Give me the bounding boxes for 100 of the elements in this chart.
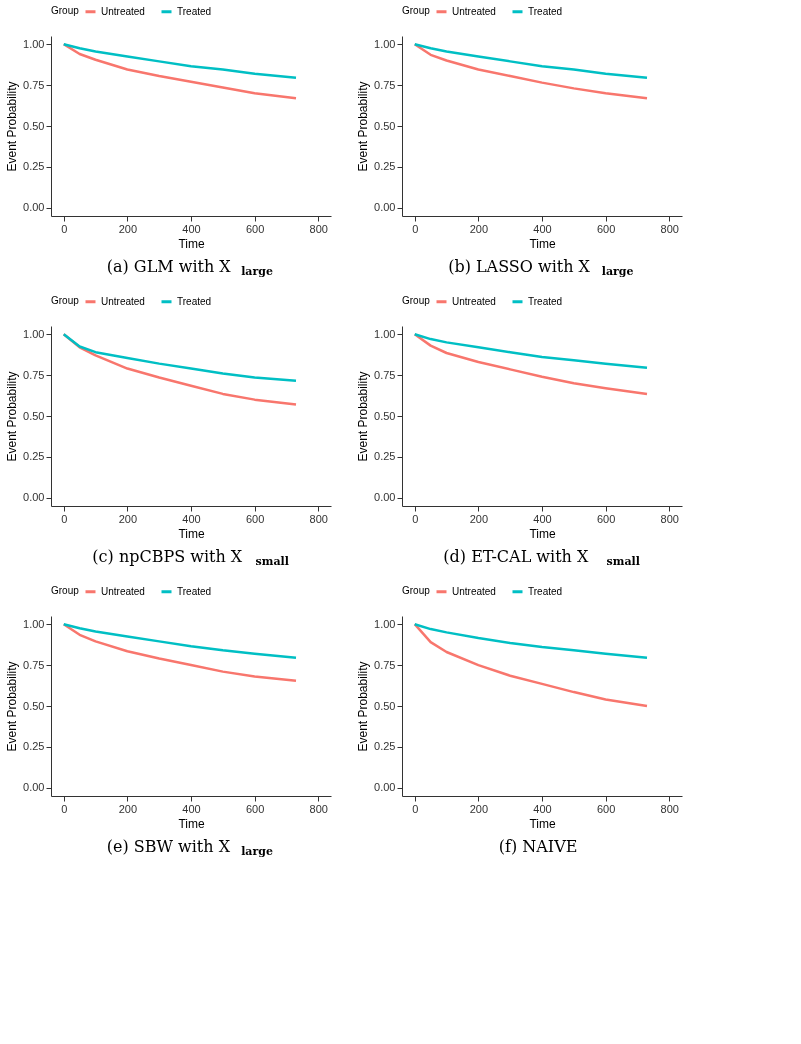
y-tick-label: 0.25 bbox=[374, 160, 396, 173]
x-axis-title: Time bbox=[529, 236, 556, 251]
legend-label: Untreated bbox=[452, 295, 496, 307]
x-tick-label: 400 bbox=[182, 512, 201, 525]
y-tick-label: 0.75 bbox=[374, 658, 396, 671]
line-series bbox=[62, 42, 298, 100]
y-tick-label: 0.75 bbox=[374, 368, 396, 381]
legend-label: Treated bbox=[177, 585, 212, 597]
x-tick-label: 200 bbox=[118, 802, 138, 815]
x-tick-label: 800 bbox=[309, 222, 328, 235]
x-tick-label: 600 bbox=[596, 512, 616, 525]
y-tick-label: 0.25 bbox=[374, 740, 396, 753]
y-tick-label: 0.25 bbox=[374, 450, 396, 463]
y-tick-label: 0.00 bbox=[23, 201, 45, 214]
y-axis-title: Event Probability bbox=[356, 81, 371, 172]
legend-label: Untreated bbox=[452, 5, 496, 17]
y-axis-title: Event Probability bbox=[356, 371, 371, 462]
x-tick-label: 200 bbox=[469, 512, 489, 525]
legend-label: Untreated bbox=[101, 295, 145, 307]
x-tick-label: 800 bbox=[660, 222, 679, 235]
x-tick-label: 0 bbox=[61, 222, 68, 235]
x-tick-label: 0 bbox=[412, 512, 419, 525]
line-series bbox=[413, 332, 649, 396]
legend-label: Treated bbox=[528, 585, 563, 597]
x-tick-label: 800 bbox=[660, 512, 679, 525]
x-tick-label: 400 bbox=[533, 802, 552, 815]
legend-title: Group bbox=[51, 5, 80, 16]
x-axis-title: Time bbox=[178, 816, 205, 831]
legend-label: Untreated bbox=[101, 5, 145, 17]
y-tick-label: 1.00 bbox=[374, 327, 396, 340]
y-tick-label: 1.00 bbox=[23, 617, 45, 630]
legend-title: Group bbox=[402, 295, 431, 306]
x-tick-label: 200 bbox=[118, 512, 138, 525]
y-tick-label: 1.00 bbox=[23, 327, 45, 340]
legend-title: Group bbox=[51, 585, 80, 596]
legend-label: Treated bbox=[177, 295, 212, 307]
y-tick-label: 0.00 bbox=[23, 491, 45, 504]
y-tick-label: 0.50 bbox=[23, 409, 45, 422]
line-series bbox=[413, 622, 649, 708]
y-tick-label: 0.00 bbox=[374, 491, 396, 504]
x-tick-label: 800 bbox=[660, 802, 679, 815]
legend-title: Group bbox=[402, 585, 431, 596]
x-axis-title: Time bbox=[178, 526, 205, 541]
line-series bbox=[62, 622, 298, 682]
y-tick-label: 0.75 bbox=[23, 78, 45, 91]
y-tick-label: 0.00 bbox=[23, 781, 45, 794]
x-tick-label: 400 bbox=[182, 802, 201, 815]
y-tick-label: 1.00 bbox=[374, 617, 396, 630]
y-tick-label: 0.25 bbox=[23, 160, 45, 173]
x-tick-label: 800 bbox=[309, 512, 328, 525]
y-tick-label: 0.25 bbox=[23, 740, 45, 753]
line-series bbox=[62, 332, 298, 383]
y-axis-title: Event Probability bbox=[356, 661, 371, 752]
y-tick-label: 0.50 bbox=[374, 119, 396, 132]
x-tick-label: 200 bbox=[469, 802, 489, 815]
y-axis-title: Event Probability bbox=[5, 661, 20, 752]
line-series bbox=[413, 332, 649, 369]
x-tick-label: 200 bbox=[469, 222, 489, 235]
text: (f) NAIVE bbox=[498, 837, 578, 856]
y-tick-label: 0.00 bbox=[374, 781, 396, 794]
x-axis-title: Time bbox=[529, 526, 556, 541]
y-tick-label: 0.25 bbox=[23, 450, 45, 463]
x-tick-label: 600 bbox=[596, 222, 616, 235]
legend-label: Untreated bbox=[452, 585, 496, 597]
line-series bbox=[413, 42, 649, 79]
y-axis-title: Event Probability bbox=[5, 371, 20, 462]
y-tick-label: 0.50 bbox=[23, 699, 45, 712]
x-tick-label: 400 bbox=[182, 222, 201, 235]
line-series bbox=[413, 42, 649, 100]
y-tick-label: 0.50 bbox=[374, 699, 396, 712]
x-tick-label: 0 bbox=[412, 222, 419, 235]
x-tick-label: 800 bbox=[309, 802, 328, 815]
legend-label: Treated bbox=[177, 5, 212, 17]
y-tick-label: 1.00 bbox=[23, 37, 45, 50]
y-tick-label: 0.50 bbox=[374, 409, 396, 422]
y-tick-label: 1.00 bbox=[374, 37, 396, 50]
x-tick-label: 600 bbox=[245, 222, 265, 235]
y-axis-title: Event Probability bbox=[5, 81, 20, 172]
x-tick-label: 600 bbox=[245, 802, 265, 815]
line-series bbox=[62, 42, 298, 79]
x-tick-label: 600 bbox=[596, 802, 616, 815]
y-tick-label: 0.75 bbox=[23, 368, 45, 381]
x-axis-title: Time bbox=[178, 236, 205, 251]
y-tick-label: 0.00 bbox=[374, 201, 396, 214]
legend-title: Group bbox=[51, 295, 80, 306]
x-tick-label: 0 bbox=[412, 802, 419, 815]
legend-title: Group bbox=[402, 5, 431, 16]
line-series bbox=[62, 622, 298, 659]
legend-label: Treated bbox=[528, 5, 563, 17]
line-series bbox=[413, 622, 649, 659]
x-tick-label: 400 bbox=[533, 222, 552, 235]
y-tick-label: 0.75 bbox=[23, 658, 45, 671]
y-tick-label: 0.75 bbox=[374, 78, 396, 91]
x-axis-title: Time bbox=[529, 816, 556, 831]
legend-label: Untreated bbox=[101, 585, 145, 597]
x-tick-label: 600 bbox=[245, 512, 265, 525]
x-tick-label: 0 bbox=[61, 512, 68, 525]
x-tick-label: 200 bbox=[118, 222, 138, 235]
legend-label: Treated bbox=[528, 295, 563, 307]
x-tick-label: 400 bbox=[533, 512, 552, 525]
